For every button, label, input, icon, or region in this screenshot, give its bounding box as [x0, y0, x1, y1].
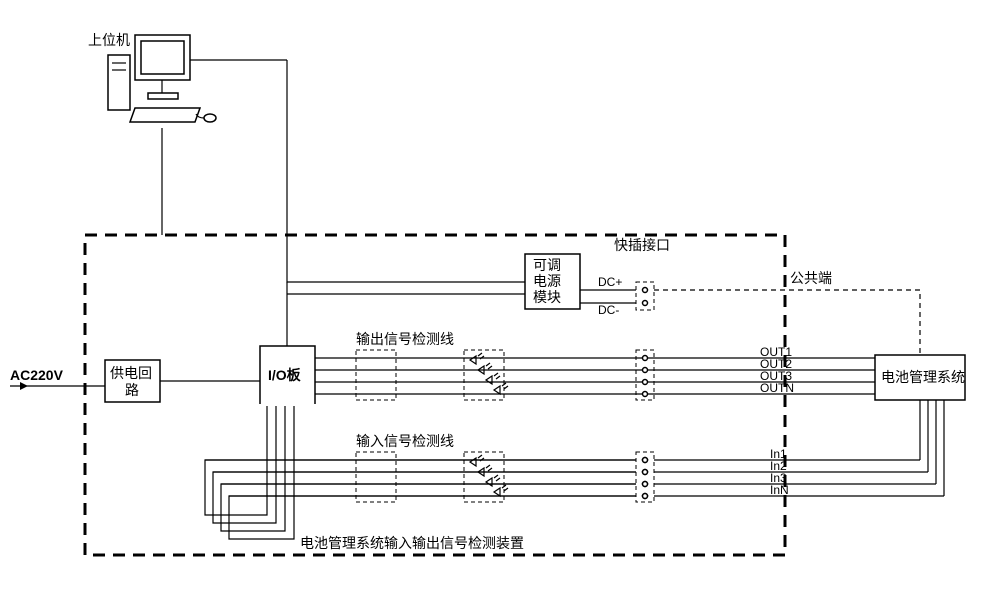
- bms-label: 电池管理系统: [881, 369, 965, 385]
- common-label: 公共端: [790, 270, 832, 286]
- pc-to-psu-line: [287, 60, 525, 282]
- quick-port-label: 快插接口: [614, 237, 670, 253]
- ac-arrow: [20, 382, 28, 390]
- host-pc-icon: [108, 35, 216, 122]
- dcminus-label: DC-: [598, 303, 619, 317]
- io-board-label: I/O板: [268, 367, 302, 383]
- bms-io-diagram: 上位机 AC220V 供电回 路 I/O板 可调 电源 模块 DC+ DC- 快…: [0, 0, 1000, 614]
- port-dc2: [643, 301, 648, 306]
- psu-l1: 可调: [533, 257, 561, 273]
- device-title: 电池管理系统输入输出信号检测装置: [300, 535, 524, 551]
- psu-l2: 电源: [533, 273, 561, 289]
- out-detect-label: 输出信号检测线: [356, 331, 454, 347]
- led-out-glyphs: [470, 353, 508, 394]
- host-pc-label: 上位机: [88, 32, 130, 48]
- port-dc1: [643, 288, 648, 293]
- in-detect-label: 输入信号检测线: [356, 433, 454, 449]
- power-loop-text2: 路: [125, 382, 139, 398]
- psu-l3: 模块: [533, 289, 561, 305]
- outn-label: OUTN: [760, 381, 794, 395]
- power-loop-text1: 供电回: [110, 365, 152, 381]
- ac220v-label: AC220V: [10, 367, 64, 383]
- dcplus-label: DC+: [598, 275, 622, 289]
